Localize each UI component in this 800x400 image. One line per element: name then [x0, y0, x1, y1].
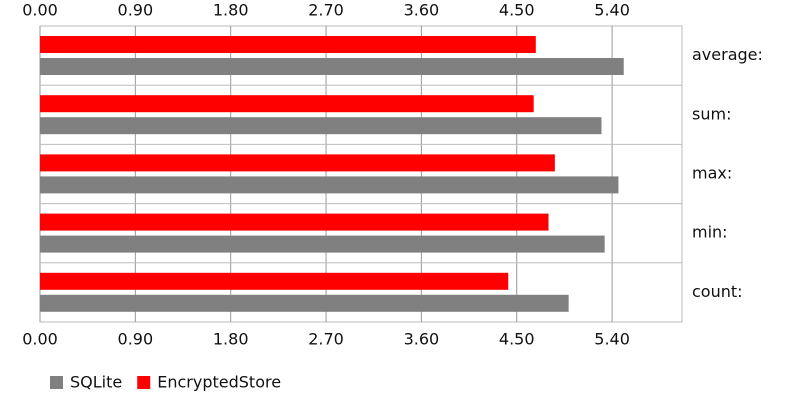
bar	[40, 272, 509, 290]
x-tick-label: 4.50	[499, 330, 535, 349]
x-tick-label-top: 1.80	[213, 1, 249, 20]
category-label: max:	[692, 164, 732, 183]
category-label: count:	[692, 282, 743, 301]
x-tick-label-top: 0.90	[118, 1, 154, 20]
category-label: sum:	[692, 104, 731, 123]
legend-swatch	[50, 376, 63, 389]
legend-swatch	[137, 376, 151, 389]
legend-label: SQLite	[70, 373, 122, 392]
bar	[40, 235, 605, 253]
legend-label: EncryptedStore	[157, 373, 281, 392]
x-tick-label: 3.60	[404, 330, 440, 349]
category-label: min:	[692, 223, 728, 242]
x-tick-label-top: 0.00	[22, 1, 58, 20]
bar	[40, 294, 569, 312]
x-tick-label-top: 2.70	[308, 1, 344, 20]
x-tick-label-top: 3.60	[404, 1, 440, 20]
x-tick-label: 2.70	[308, 330, 344, 349]
bar	[40, 95, 534, 113]
bar	[40, 154, 555, 172]
category-label: average:	[692, 45, 763, 64]
x-tick-label-top: 5.40	[594, 1, 630, 20]
x-tick-label: 0.90	[118, 330, 154, 349]
bar	[40, 117, 602, 135]
x-tick-label: 1.80	[213, 330, 249, 349]
x-tick-label-top: 4.50	[499, 1, 535, 20]
bar	[40, 36, 536, 53]
x-tick-label: 0.00	[22, 330, 58, 349]
bar	[40, 58, 624, 75]
bar	[40, 213, 549, 231]
x-tick-label: 5.40	[594, 330, 630, 349]
bar	[40, 176, 619, 194]
